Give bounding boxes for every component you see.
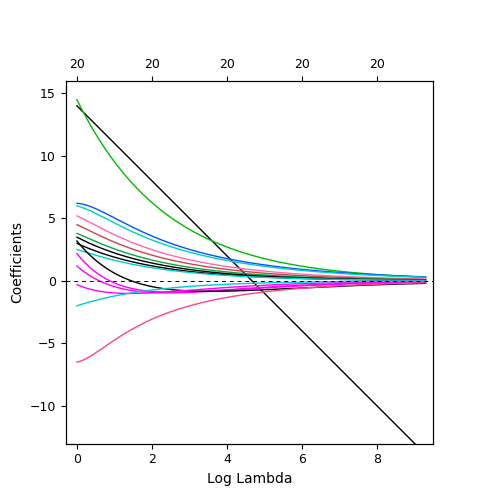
Y-axis label: Coefficients: Coefficients [10,221,24,303]
X-axis label: Log Lambda: Log Lambda [207,472,292,486]
